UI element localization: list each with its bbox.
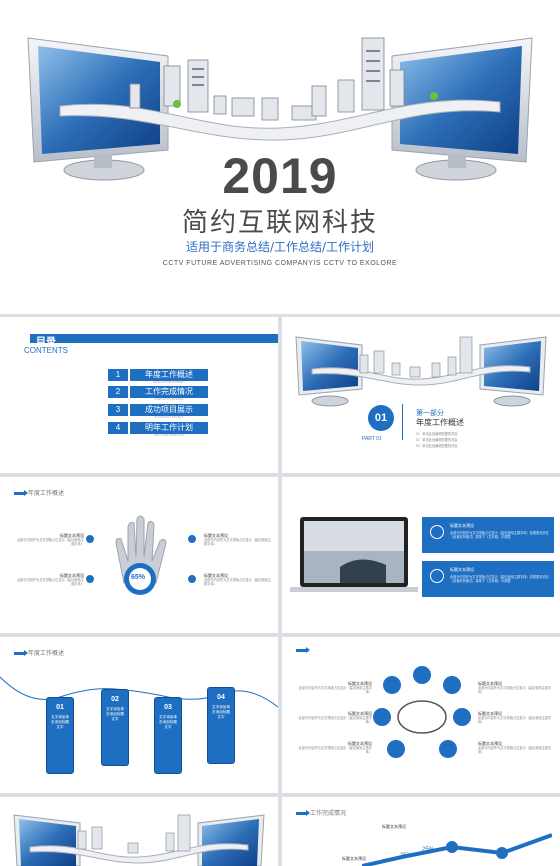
progress-line-chart <box>362 833 552 866</box>
hand-block-2: 标题文本预设 此部分内容作为文字排版占位显示（建议使用主题字体） <box>17 573 84 586</box>
cloud-label-3: 标题文本预设 此部分内容作为文字排版占位显示（建议使用主题字体） <box>298 741 372 754</box>
left-monitor-icon <box>27 37 169 181</box>
cover-year: 2019 <box>222 148 338 204</box>
hand-block-4: 标题文本预设 此部分内容作为文字排版占位显示（建议使用主题字体） <box>204 573 271 586</box>
tag-04: 04 文字添加单击添加标题文字 <box>207 687 235 764</box>
cloud-label-6: 标题文本预设 此部分内容作为文字排版占位显示（建议使用主题字体） <box>478 741 552 754</box>
laptop-block-1: 标题文本预设 此部分内容作为文字排版占位显示（建议使用主题字体）如需更改请在（设… <box>422 517 554 553</box>
laptop-block-2: 标题文本预设 此部分内容作为文字排版占位显示（建议使用主题字体）如需更改请在（设… <box>422 561 554 597</box>
progress-label-1: 标题文本预设 <box>382 824 406 829</box>
toc-item-3[interactable]: 3 成功项目展示 SUCCESSFUL PROJECT <box>108 404 208 419</box>
cloud-label-1: 标题文本预设 此部分内容作为文字排版占位显示（建议使用主题字体） <box>298 681 372 694</box>
cover-title: 简约互联网科技 <box>181 208 378 238</box>
section1-slide[interactable]: 01 PART 01 第一部分 年度工作概述 01 · 单击此处编辑您要的内容 … <box>282 317 560 473</box>
tag-02: 02 文字添加单击添加标题文字 <box>101 689 129 766</box>
arrow-icon <box>14 489 28 496</box>
progress-label-2: 标题文本预设 <box>342 856 366 861</box>
cloud-slide[interactable]: 标题文本预设 此部分内容作为文字排版占位显示（建议使用主题字体） 标题文本预设 此部… <box>282 637 560 793</box>
toc-item-4[interactable]: 4 明年工作计划 NEXT YEAR WORK PLAN <box>108 422 208 437</box>
computers-city-illustration <box>27 37 533 181</box>
toc-item-2[interactable]: 2 工作完成情况 COMPLETION OF WORK <box>108 386 208 401</box>
cloud-label-2: 标题文本预设 此部分内容作为文字排版占位显示（建议使用主题字体） <box>298 711 372 724</box>
tags-slide[interactable]: 年度工作概述 01 文字添加单击添加标题文字 02 文字添加单击添加标题文字 0… <box>0 637 278 793</box>
dot-icon <box>86 535 94 543</box>
cloud-label-4: 标题文本预设 此部分内容作为文字排版占位显示（建议使用主题字体） <box>478 681 552 694</box>
arrow-icon <box>296 646 310 653</box>
dot-icon <box>86 575 94 583</box>
slide-header <box>296 646 310 654</box>
tag-string-line <box>0 676 278 708</box>
dot-icon <box>188 535 196 543</box>
toc-contents-label: CONTENTS <box>24 346 68 355</box>
laptop-slide[interactable]: 标题文本预设 此部分内容作为文字排版占位显示（建议使用主题字体）如需更改请在（设… <box>282 477 560 633</box>
cloud-label-5: 标题文本预设 此部分内容作为文字排版占位显示（建议使用主题字体） <box>478 711 552 724</box>
section-title: 年度工作概述 <box>416 418 464 427</box>
tag-01: 01 文字添加单击添加标题文字 <box>46 697 74 774</box>
toc-header-bar <box>0 334 278 343</box>
hand-block-1: 标题文本预设 此部分内容作为文字排版占位显示（建议使用主题字体） <box>17 533 84 546</box>
section-note-2: 02 · 单击此处编辑您要的内容 <box>416 438 458 442</box>
phone-icon <box>430 569 444 583</box>
computers-city-illustration-small <box>13 814 265 866</box>
section-number-circle: 01 <box>368 405 394 431</box>
progress-percent-2: 25% <box>422 847 435 853</box>
cover-english-line: CCTV FUTURE ADVERTISING COMPANYIS CCTV T… <box>162 260 398 267</box>
cloud-network-diagram <box>373 666 471 758</box>
arrow-icon <box>296 809 310 816</box>
computers-city-illustration-small <box>295 336 547 407</box>
toc-slide[interactable]: 目录 CONTENTS 1 年度工作概述 ANNUAL WORK SUMMARY… <box>0 317 278 473</box>
slide-header: 年度工作概述 <box>14 488 64 497</box>
cover-subtitle: 适用于商务总结/工作总结/工作计划 <box>185 240 375 254</box>
hand-icon <box>115 515 167 595</box>
toc-title: 目录 <box>36 337 56 348</box>
section-label: 第一部分 <box>416 409 444 417</box>
slide-header: 年度工作概述 <box>14 648 64 657</box>
slide-header: 工作完成情况 <box>296 808 346 817</box>
cover-repeat-slide[interactable] <box>0 797 278 866</box>
arrow-icon <box>14 649 28 656</box>
hand-slide[interactable]: 年度工作概述 65% 标题文本预设 此部分内容作为文字排版占位显示（建议使用主题… <box>0 477 278 633</box>
bike-icon <box>430 525 444 539</box>
progress-slide[interactable]: 工作完成情况 标题文本预设 标题文本预设 25% 25% <box>282 797 560 866</box>
laptop-image <box>290 517 418 592</box>
toc-item-1[interactable]: 1 年度工作概述 ANNUAL WORK SUMMARY <box>108 369 208 384</box>
tag-03: 03 文字添加单击添加标题文字 <box>154 697 182 774</box>
progress-percent-1: 25% <box>400 853 413 859</box>
section-note-3: 03 · 单击此处编辑您要的内容 <box>416 444 458 448</box>
section-note-1: 01 · 单击此处编辑您要的内容 <box>416 432 458 436</box>
cover-slide[interactable]: 2019 简约互联网科技 适用于商务总结/工作总结/工作计划 CCTV FUTU… <box>0 0 560 314</box>
hand-block-3: 标题文本预设 此部分内容作为文字排版占位显示（建议使用主题字体） <box>204 533 271 546</box>
section-part: PART 01 <box>362 436 382 442</box>
hand-percent: 65% <box>131 574 146 581</box>
dot-icon <box>188 575 196 583</box>
